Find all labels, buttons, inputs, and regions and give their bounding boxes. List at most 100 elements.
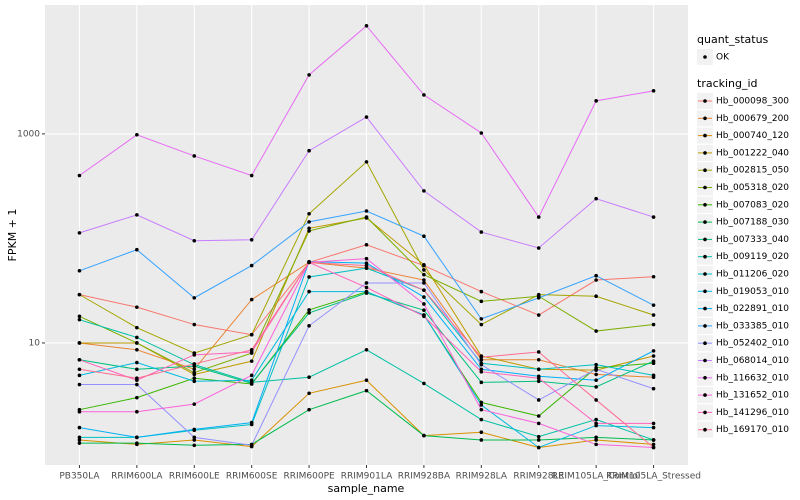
data-point xyxy=(364,281,369,285)
legend-label: Hb_068014_010 xyxy=(716,356,789,366)
data-point xyxy=(77,425,82,430)
data-point xyxy=(479,417,484,422)
data-point xyxy=(307,375,311,380)
data-point xyxy=(479,367,484,372)
data-point xyxy=(77,292,82,297)
data-point xyxy=(192,154,197,158)
data-point xyxy=(249,443,254,448)
data-point xyxy=(135,382,139,387)
legend-label: Hb_000740_120 xyxy=(716,131,789,141)
data-point xyxy=(479,358,484,362)
data-point xyxy=(249,332,254,337)
data-point xyxy=(422,295,426,299)
data-point xyxy=(192,443,197,448)
data-point xyxy=(536,414,541,418)
legend-point xyxy=(703,185,707,190)
data-point xyxy=(249,173,254,178)
data-point xyxy=(249,348,254,352)
data-point xyxy=(135,247,139,252)
data-point xyxy=(422,278,426,282)
data-point xyxy=(77,367,82,372)
legend-title: tracking_id xyxy=(697,77,758,90)
y-tick-label: 1000 xyxy=(17,129,40,139)
data-point xyxy=(364,285,369,290)
legend-point xyxy=(703,116,707,121)
data-point xyxy=(249,238,254,242)
data-point xyxy=(422,268,426,272)
data-point xyxy=(364,115,369,119)
data-point xyxy=(77,438,82,442)
data-point xyxy=(422,288,426,292)
legend-label: Hb_001222_040 xyxy=(716,148,789,158)
data-point xyxy=(479,362,484,367)
data-point xyxy=(364,388,369,393)
data-point xyxy=(536,313,541,317)
data-point xyxy=(651,425,656,430)
data-point xyxy=(422,308,426,312)
data-point xyxy=(536,379,541,384)
data-point xyxy=(364,209,369,213)
x-tick-label: PB350LA xyxy=(59,472,100,482)
legend-label: Hb_131652_010 xyxy=(716,391,789,401)
data-point xyxy=(594,438,598,442)
data-point xyxy=(594,417,598,422)
data-point xyxy=(249,420,254,425)
data-point xyxy=(307,212,311,216)
data-point xyxy=(479,403,484,407)
legend-point xyxy=(703,168,707,172)
data-point xyxy=(479,407,484,412)
data-point xyxy=(135,133,139,137)
data-point xyxy=(422,281,426,285)
data-point xyxy=(651,349,656,353)
data-point xyxy=(364,348,369,352)
legend-point xyxy=(703,254,707,259)
data-point xyxy=(594,294,598,299)
legend-point xyxy=(703,376,707,380)
data-point xyxy=(651,313,656,317)
data-point xyxy=(536,438,541,442)
x-axis-title: sample_name xyxy=(328,482,405,495)
data-point xyxy=(536,398,541,402)
legend-point xyxy=(703,151,707,155)
data-point xyxy=(192,238,197,243)
data-point xyxy=(594,196,598,201)
x-tick-label: RRIM928LA xyxy=(456,472,508,482)
data-point xyxy=(135,335,139,340)
legend-point xyxy=(703,272,707,276)
legend-label: Hb_000679_200 xyxy=(716,114,789,124)
data-point xyxy=(307,229,311,233)
data-point xyxy=(77,173,82,178)
data-point xyxy=(364,263,369,268)
data-point xyxy=(192,376,197,381)
legend-point xyxy=(703,410,707,415)
data-point xyxy=(651,442,656,447)
x-tick-label: RRIM600SE xyxy=(226,472,278,482)
legend-point xyxy=(703,427,707,432)
legend-point xyxy=(703,237,707,242)
x-tick-label: RRIM928BA xyxy=(398,472,451,482)
x-tick-label: RRIM105LA_Stressed xyxy=(606,472,701,482)
data-point xyxy=(422,433,426,438)
legend-point xyxy=(703,133,707,138)
data-point xyxy=(77,231,82,235)
x-tick-label: RRIM928LE xyxy=(513,472,564,482)
data-point xyxy=(135,395,139,400)
data-point xyxy=(135,360,139,365)
legend-point xyxy=(703,220,707,224)
data-point xyxy=(364,242,369,247)
data-point xyxy=(77,341,82,345)
data-point xyxy=(135,376,139,381)
data-point xyxy=(364,160,369,164)
data-point xyxy=(77,373,82,378)
data-point xyxy=(77,435,82,440)
data-point xyxy=(594,385,598,389)
data-point xyxy=(307,226,311,231)
data-point xyxy=(651,354,656,358)
data-point xyxy=(594,367,598,372)
x-tick-label: RRIM901LA xyxy=(341,472,393,482)
data-point xyxy=(479,355,484,360)
data-point xyxy=(536,215,541,219)
data-point xyxy=(249,263,254,268)
data-point xyxy=(135,213,139,217)
legend-point xyxy=(703,99,707,103)
